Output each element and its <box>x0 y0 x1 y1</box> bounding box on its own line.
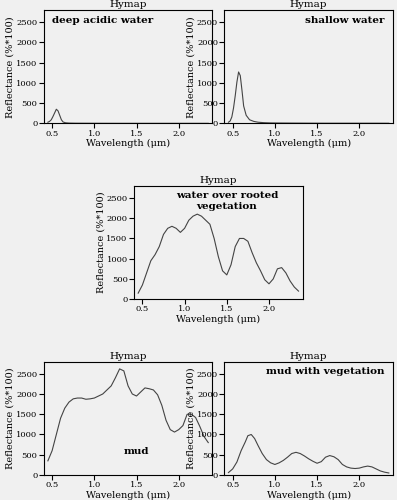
X-axis label: Wavelength (μm): Wavelength (μm) <box>176 315 260 324</box>
Text: water over rooted
vegetation: water over rooted vegetation <box>175 192 278 211</box>
Text: mud: mud <box>124 446 149 456</box>
X-axis label: Wavelength (μm): Wavelength (μm) <box>266 139 351 148</box>
Text: mud with vegetation: mud with vegetation <box>266 368 385 376</box>
Title: Hymap: Hymap <box>290 352 328 361</box>
Title: Hymap: Hymap <box>109 352 147 361</box>
X-axis label: Wavelength (μm): Wavelength (μm) <box>86 139 170 148</box>
Text: deep acidic water: deep acidic water <box>52 16 153 24</box>
Y-axis label: Reflectance (%*100): Reflectance (%*100) <box>6 16 15 118</box>
Y-axis label: Reflectance (%*100): Reflectance (%*100) <box>96 192 105 294</box>
Y-axis label: Reflectance (%*100): Reflectance (%*100) <box>6 368 15 469</box>
Title: Hymap: Hymap <box>290 0 328 9</box>
Title: Hymap: Hymap <box>200 176 237 185</box>
Y-axis label: Reflectance (%*100): Reflectance (%*100) <box>186 368 195 469</box>
X-axis label: Wavelength (μm): Wavelength (μm) <box>266 490 351 500</box>
X-axis label: Wavelength (μm): Wavelength (μm) <box>86 490 170 500</box>
Title: Hymap: Hymap <box>109 0 147 9</box>
Text: shallow water: shallow water <box>305 16 385 24</box>
Y-axis label: Reflectance (%*100): Reflectance (%*100) <box>186 16 195 118</box>
